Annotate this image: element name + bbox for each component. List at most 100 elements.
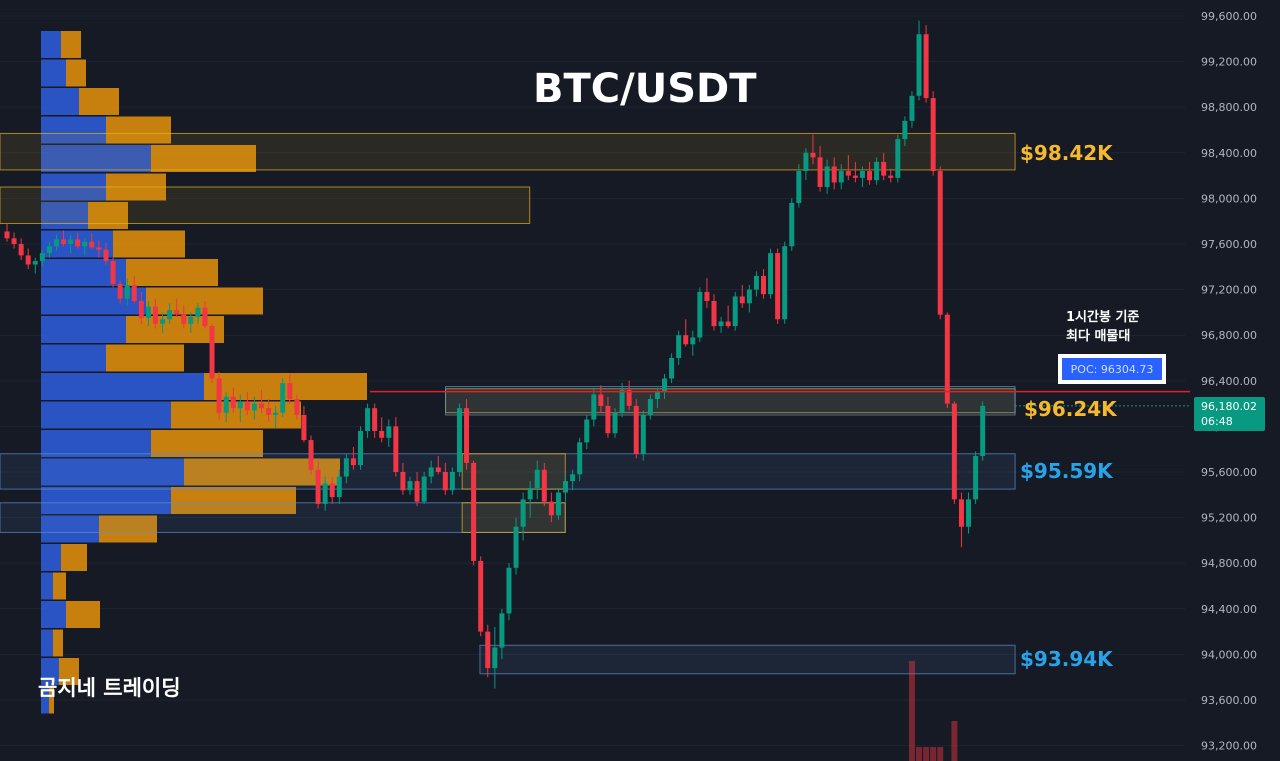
candle-body xyxy=(690,337,696,345)
candle-body xyxy=(789,202,795,247)
candle-body xyxy=(824,166,830,187)
current-price-tag: 96,180.02 06:48 xyxy=(1194,397,1265,431)
candle-body xyxy=(492,647,498,669)
level-lines xyxy=(370,390,1190,407)
volume-bar xyxy=(923,747,930,761)
profile-up-bar xyxy=(41,202,88,229)
candle-body xyxy=(407,481,413,491)
candle-body xyxy=(654,392,660,400)
candle-body xyxy=(96,247,102,250)
candle-body xyxy=(506,567,512,614)
candle-body xyxy=(951,403,957,500)
volume-bar xyxy=(908,661,915,761)
candle-body xyxy=(902,120,908,140)
candle-body xyxy=(626,389,632,406)
candle-body xyxy=(131,285,137,301)
price-tick-label: 96,400.00 xyxy=(1201,375,1257,388)
profile-up-bar xyxy=(41,145,151,172)
candle-body xyxy=(294,399,300,415)
watermark: 곰지네 트레이딩 xyxy=(38,676,181,700)
candle-body xyxy=(697,291,703,338)
candle-body xyxy=(499,613,505,648)
candle-body xyxy=(4,231,10,239)
candle-body xyxy=(393,426,399,472)
candle-body xyxy=(676,335,682,358)
candle-body xyxy=(329,483,335,498)
candle-body xyxy=(563,481,569,493)
candle-body xyxy=(916,34,922,96)
volume-bar xyxy=(937,747,944,761)
candle-body xyxy=(365,408,371,431)
candle-body xyxy=(711,301,717,327)
candle-body xyxy=(152,306,158,324)
candle-body xyxy=(428,467,434,477)
candle-body xyxy=(605,405,611,434)
level-label-96k: $96.24K xyxy=(1024,397,1117,421)
chart-title: BTC/USDT xyxy=(533,66,757,112)
candle-body xyxy=(845,171,851,176)
candle-body xyxy=(223,396,229,413)
profile-up-bar xyxy=(41,59,66,87)
profile-up-bar xyxy=(41,629,53,657)
candle-body xyxy=(343,458,349,477)
profile-up-bar xyxy=(41,601,66,628)
candle-body xyxy=(61,239,67,244)
profile-down-bar xyxy=(61,31,81,58)
candle-body xyxy=(280,383,286,413)
candle-body xyxy=(739,296,745,304)
candle-body xyxy=(308,440,314,470)
candle-body xyxy=(181,314,187,324)
profile-up-bar xyxy=(41,373,204,400)
candle-body xyxy=(230,396,236,409)
profile-down-bar xyxy=(106,344,184,372)
candle-body xyxy=(358,430,363,466)
candle-body xyxy=(414,481,420,502)
profile-up-bar xyxy=(41,316,126,343)
candle-body xyxy=(683,335,689,345)
candle-body xyxy=(796,171,802,203)
candle-body xyxy=(704,291,710,301)
zone-98k-lower xyxy=(0,186,531,224)
candle-body xyxy=(662,378,668,393)
candle-body xyxy=(46,246,52,254)
candle-body xyxy=(867,171,873,181)
candle-body xyxy=(732,296,738,327)
candle-body xyxy=(548,501,554,516)
candle-body xyxy=(647,399,653,415)
profile-down-bar xyxy=(61,544,87,571)
candle-body xyxy=(266,408,272,415)
profile-down-bar xyxy=(49,686,54,714)
candle-body xyxy=(350,458,356,466)
candle-body xyxy=(633,405,639,454)
zone-93k-blue xyxy=(479,644,1016,675)
price-tick-label: 95,600.00 xyxy=(1201,466,1257,479)
candle-body xyxy=(53,239,59,247)
price-tick-label: 99,200.00 xyxy=(1201,56,1257,69)
candle-body xyxy=(259,403,265,409)
candle-body xyxy=(435,467,441,472)
profile-down-bar xyxy=(171,487,296,514)
price-tick-label: 98,000.00 xyxy=(1201,192,1257,205)
candle-body xyxy=(449,472,455,491)
candle-body xyxy=(881,161,887,176)
candle-body xyxy=(775,253,781,320)
zone-98k-upper xyxy=(0,132,1016,171)
profile-up-bar xyxy=(41,344,106,372)
profile-down-bar xyxy=(66,59,86,87)
candle-body xyxy=(421,476,427,502)
profile-down-bar xyxy=(204,373,367,400)
volume-profile xyxy=(41,31,367,714)
candle-body xyxy=(237,401,243,409)
candle-body xyxy=(852,175,858,178)
poc-note: 1시간봉 기준 최다 매물대 xyxy=(1066,308,1139,346)
price-tick-label: 93,200.00 xyxy=(1201,740,1257,753)
candle-body xyxy=(379,430,385,438)
candle-body xyxy=(584,419,590,443)
candle-body xyxy=(32,261,38,265)
candle-body xyxy=(174,310,180,315)
candle-body xyxy=(336,476,342,498)
candle-body xyxy=(18,244,24,256)
candle-body xyxy=(534,469,540,488)
candle-body xyxy=(888,175,894,178)
